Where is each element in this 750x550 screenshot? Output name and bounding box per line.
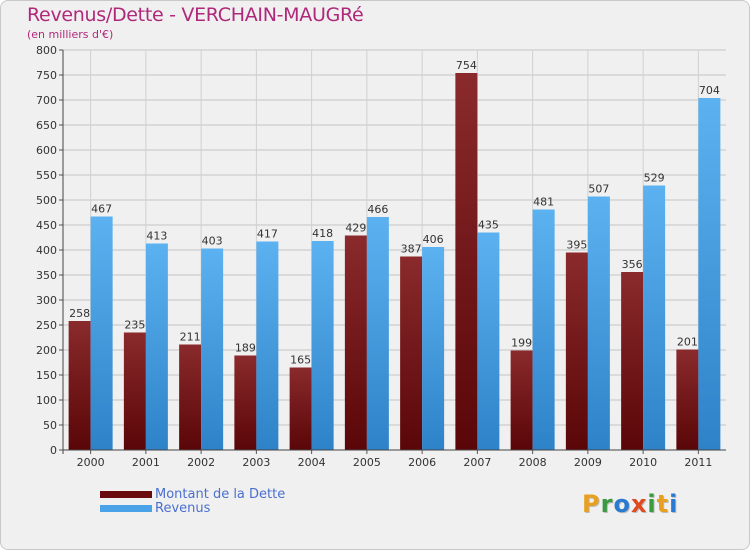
- data-label-debt: 165: [290, 354, 311, 367]
- x-tick-label: 2005: [353, 456, 381, 469]
- bar-revenue: [311, 241, 334, 450]
- proxiti-logo: Proxiti: [582, 490, 678, 518]
- bar-revenue: [90, 216, 113, 450]
- bar-debt: [455, 73, 478, 450]
- y-tick-label: 750: [36, 69, 57, 82]
- y-tick-label: 550: [36, 169, 57, 182]
- y-tick-label: 250: [36, 319, 57, 332]
- legend-swatch-revenue: [100, 504, 152, 512]
- x-tick-label: 2010: [629, 456, 657, 469]
- data-label-revenue: 418: [312, 227, 333, 240]
- bar-debt: [123, 332, 146, 450]
- bar-revenue: [256, 241, 279, 450]
- y-tick-label: 600: [36, 144, 57, 157]
- y-tick-label: 0: [50, 444, 57, 457]
- x-tick-label: 2000: [77, 456, 105, 469]
- y-tick-label: 350: [36, 269, 57, 282]
- legend-swatch-debt: [100, 490, 152, 498]
- data-label-debt: 395: [566, 239, 587, 252]
- data-label-revenue: 435: [478, 219, 499, 232]
- data-label-debt: 429: [345, 222, 366, 235]
- bar-debt: [510, 350, 533, 450]
- bar-revenue: [366, 217, 389, 450]
- bar-revenue: [587, 196, 610, 450]
- data-label-debt: 235: [124, 319, 145, 332]
- x-tick-label: 2009: [574, 456, 602, 469]
- y-tick-label: 200: [36, 344, 57, 357]
- data-label-revenue: 466: [367, 203, 388, 216]
- bar-debt: [621, 272, 644, 450]
- x-tick-label: 2001: [132, 456, 160, 469]
- logo-letter: t: [656, 490, 670, 518]
- logo-letter: x: [630, 490, 648, 518]
- bar-revenue: [698, 98, 721, 450]
- data-label-revenue: 403: [202, 235, 223, 248]
- data-label-debt: 387: [401, 243, 422, 256]
- bar-revenue: [532, 209, 555, 450]
- bar-debt: [400, 256, 423, 450]
- data-label-revenue: 529: [644, 172, 665, 185]
- x-tick-label: 2002: [187, 456, 215, 469]
- data-label-debt: 201: [677, 336, 698, 349]
- data-label-debt: 189: [235, 342, 256, 355]
- data-label-revenue: 507: [588, 183, 609, 196]
- chart-subtitle: (en milliers d'€): [27, 28, 114, 41]
- x-tick-label: 2004: [298, 456, 326, 469]
- logo-letter: o: [613, 490, 631, 518]
- y-tick-label: 650: [36, 119, 57, 132]
- bar-debt: [68, 321, 91, 450]
- y-tick-label: 300: [36, 294, 57, 307]
- y-tick-label: 700: [36, 94, 57, 107]
- data-label-revenue: 406: [423, 233, 444, 246]
- y-tick-label: 500: [36, 194, 57, 207]
- data-label-debt: 211: [180, 331, 201, 344]
- data-label-debt: 199: [511, 337, 532, 350]
- data-label-revenue: 467: [91, 203, 112, 216]
- logo-letter: i: [647, 490, 657, 518]
- logo-letter: P: [582, 490, 601, 518]
- bars: [68, 73, 721, 450]
- legend-item-debt: Montant de la Dette: [100, 486, 286, 502]
- bar-revenue: [422, 247, 445, 450]
- bar-debt: [676, 349, 699, 450]
- x-tick-label: 2011: [684, 456, 712, 469]
- legend-item-revenue: Revenus: [100, 500, 211, 516]
- y-tick-label: 150: [36, 369, 57, 382]
- grid-lines: [63, 49, 726, 451]
- y-tick-label: 100: [36, 394, 57, 407]
- y-tick-label: 800: [36, 44, 57, 57]
- logo-letter: i: [669, 490, 679, 518]
- bar-debt: [289, 367, 312, 450]
- x-tick-label: 2003: [242, 456, 270, 469]
- bar-debt: [344, 235, 367, 450]
- bar-debt: [565, 252, 588, 450]
- x-tick-label: 2007: [463, 456, 491, 469]
- y-tick-label: 400: [36, 244, 57, 257]
- data-label-revenue: 704: [699, 84, 720, 97]
- x-tick-label: 2008: [519, 456, 547, 469]
- bar-revenue: [201, 248, 224, 450]
- data-label-revenue: 481: [533, 196, 554, 209]
- legend-label-debt: Montant de la Dette: [155, 486, 286, 502]
- y-tick-label: 450: [36, 219, 57, 232]
- data-label-revenue: 417: [257, 228, 278, 241]
- x-tick-label: 2006: [408, 456, 436, 469]
- data-label-revenue: 413: [146, 230, 167, 243]
- logo-letter: r: [600, 490, 614, 518]
- bar-revenue: [643, 185, 666, 450]
- bar-revenue: [477, 232, 500, 450]
- legend-label-revenue: Revenus: [155, 500, 211, 516]
- bar-revenue: [145, 243, 168, 450]
- bar-debt: [179, 344, 202, 450]
- data-label-debt: 258: [69, 307, 90, 320]
- data-label-debt: 356: [622, 258, 643, 271]
- axes: 0 50 100 150 200 250 300 350 400 450 500 550 600 650 7…: [36, 44, 726, 469]
- y-tick-label: 50: [43, 419, 57, 432]
- data-label-debt: 754: [456, 59, 477, 72]
- bar-debt: [234, 355, 257, 450]
- chart-title: Revenus/Dette - VERCHAIN-MAUGRé: [27, 4, 364, 26]
